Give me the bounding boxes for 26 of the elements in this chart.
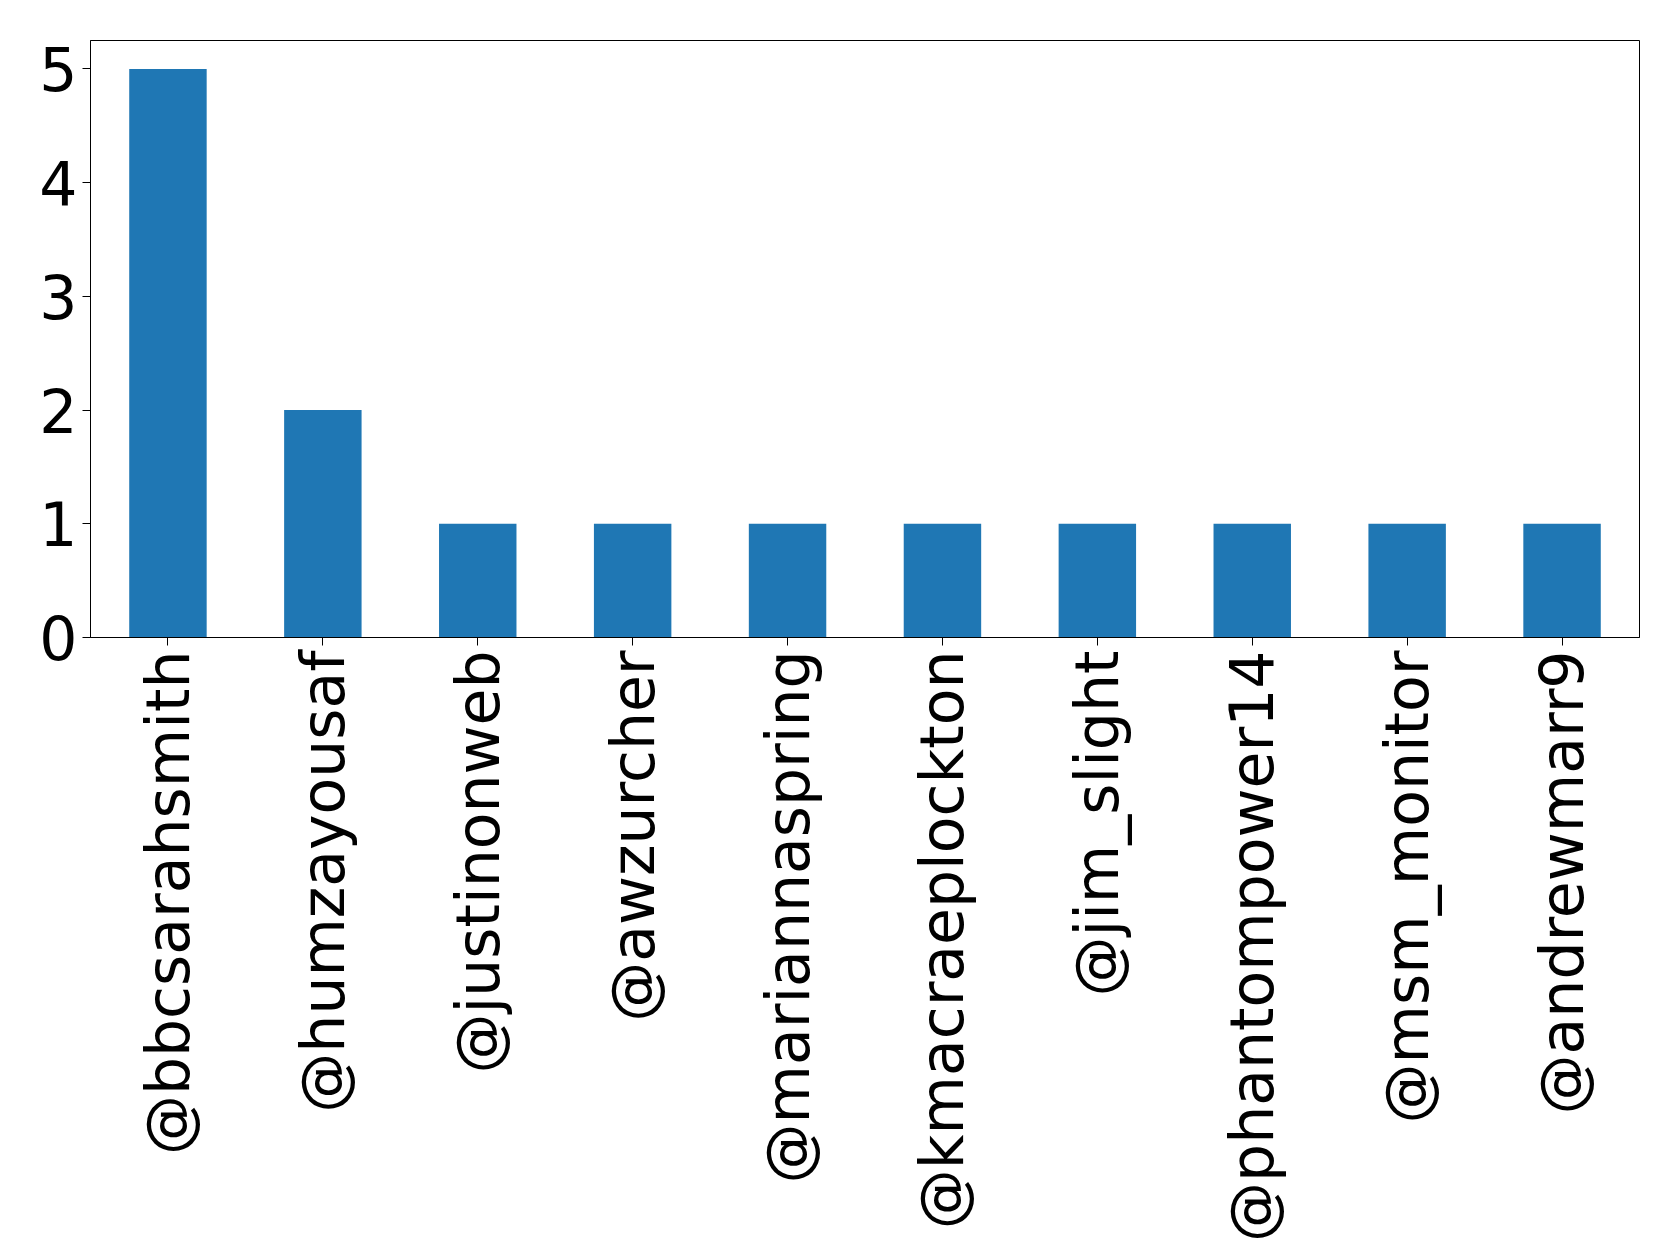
bar: [1213, 523, 1291, 638]
x-tick-label: @justinonweb: [442, 650, 513, 1074]
x-tick-label: @msm_monitor: [1372, 650, 1443, 1124]
y-tick-label: 0: [39, 604, 78, 674]
x-tick-label: @kmacraeplockton: [907, 650, 978, 1230]
x-tick-label: @humzayousaf: [287, 648, 358, 1113]
bar: [748, 523, 827, 638]
bar: [903, 523, 982, 638]
x-tick-label: @jim_slight: [1062, 650, 1133, 997]
bar: [129, 68, 207, 638]
y-tick-label: 4: [39, 149, 78, 220]
x-tick-label: @mariannaspring: [752, 650, 823, 1184]
bar: [1368, 523, 1446, 638]
bar: [1523, 523, 1601, 638]
x-tick-label: @phantompower14: [1217, 650, 1288, 1242]
x-tick-label: @andrewmarr9: [1527, 650, 1598, 1115]
x-tick-label: @bbcsarahsmith: [132, 650, 203, 1156]
x-tick-label: @awzurcher: [597, 650, 668, 1022]
bar: [439, 523, 517, 638]
bar: [1058, 523, 1137, 638]
y-tick-label: 5: [39, 35, 78, 106]
bar: [284, 410, 362, 638]
y-tick-label: 3: [39, 262, 78, 333]
y-tick-label: 2: [39, 376, 78, 447]
bar: [593, 523, 672, 638]
y-tick-label: 1: [39, 490, 78, 561]
